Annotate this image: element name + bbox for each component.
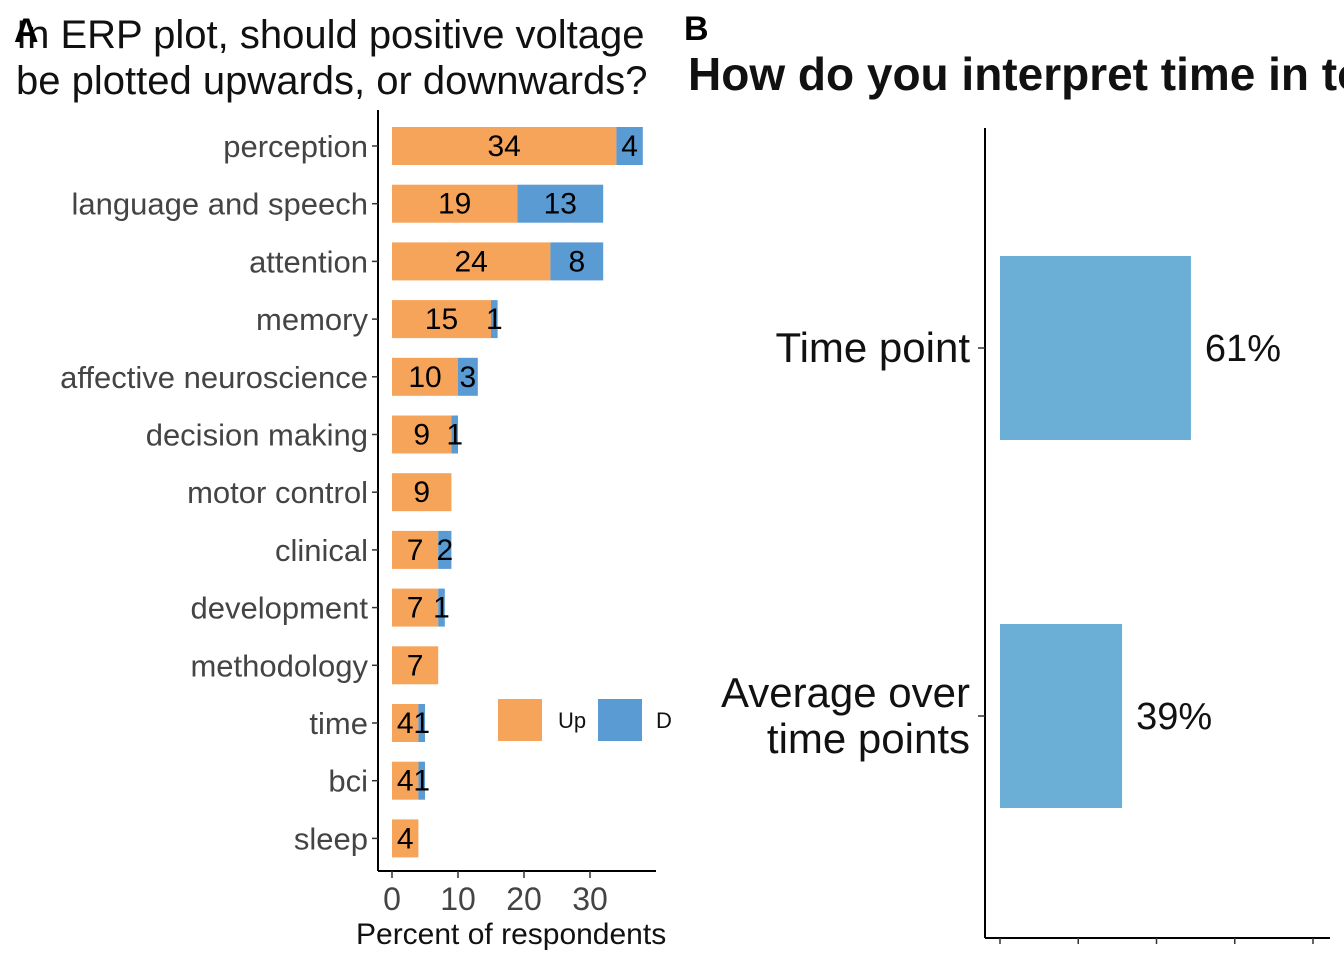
panel-a-x-ticks: 0 10 20 30 [383, 871, 608, 917]
bar-up-memory [392, 300, 491, 339]
value-label-time-point: 61% [1205, 328, 1281, 370]
bar-label-up-methodology: 7 [407, 649, 424, 682]
bar-average-over-time-points [1000, 624, 1123, 808]
panel-b-value-labels: 61% 39% [1136, 328, 1281, 738]
panel-a-tag: A [14, 12, 39, 50]
bar-up-bci [392, 761, 419, 800]
panel-a-axes [372, 110, 656, 872]
category-label-memory: memory [256, 302, 368, 337]
category-label-attention: attention [249, 244, 368, 279]
bar-down-development [438, 588, 445, 627]
bar-down-attention [550, 242, 604, 281]
bar-label-down-affective-neuroscience: 3 [460, 361, 477, 394]
bar-down-language-and-speech [517, 184, 604, 223]
panel-b-axes [978, 128, 1330, 944]
category-label-development: development [190, 591, 368, 626]
category-label-time-point: Time point [775, 324, 970, 371]
panel-a-legend: Up Down [498, 699, 712, 741]
x-tick-label-30: 30 [572, 881, 608, 917]
category-label-methodology: methodology [190, 648, 368, 683]
bar-up-perception [392, 127, 617, 165]
category-label-perception: perception [223, 129, 368, 164]
bar-down-memory [491, 300, 498, 339]
bar-label-up-bci: 4 [397, 765, 414, 798]
bar-label-down-memory: 1 [486, 303, 503, 336]
bar-label-up-language-and-speech: 19 [438, 188, 471, 221]
category-label-language-and-speech: language and speech [72, 187, 368, 222]
bar-label-down-bci: 1 [413, 765, 430, 798]
x-tick-label-0: 0 [383, 881, 401, 917]
bar-up-time [392, 704, 419, 742]
panel-b-title: How do you interpret time in topoplots? [688, 48, 1344, 100]
panel-a: In ERP plot, should positive voltage be … [14, 12, 712, 951]
bar-label-up-perception: 34 [488, 130, 521, 163]
bar-label-down-perception: 4 [621, 130, 638, 163]
bar-down-decision-making [451, 415, 458, 454]
bar-label-up-attention: 24 [455, 245, 488, 278]
panel-a-title-line-2: be plotted upwards, or downwards? [16, 59, 647, 103]
category-label-line: Time point [775, 324, 970, 371]
bar-label-up-decision-making: 9 [413, 419, 430, 452]
bar-label-up-memory: 15 [425, 303, 458, 336]
category-label-clinical: clinical [275, 533, 368, 568]
bar-label-down-attention: 8 [568, 245, 585, 278]
bar-up-methodology [392, 646, 439, 685]
bar-label-down-development: 1 [433, 592, 450, 625]
bar-up-affective-neuroscience [392, 357, 458, 396]
bar-up-attention [392, 242, 551, 281]
category-label-decision-making: decision making [146, 418, 368, 453]
bar-label-up-sleep: 4 [397, 822, 414, 855]
panel-b-category-labels: Time point Average over time points [721, 324, 970, 762]
bar-label-up-development: 7 [407, 592, 424, 625]
bar-up-language-and-speech [392, 184, 518, 223]
bar-label-down-clinical: 2 [436, 534, 453, 567]
bar-up-motor-control [392, 473, 452, 512]
panel-b: How do you interpret time in topoplots? … [684, 10, 1344, 944]
panel-a-x-axis-label: Percent of respondents [356, 918, 666, 951]
category-label-motor-control: motor control [187, 475, 368, 510]
x-tick-label-20: 20 [506, 881, 542, 917]
legend-down-swatch [598, 699, 642, 741]
bar-label-up-clinical: 7 [407, 534, 424, 567]
panel-b-bars [1000, 256, 1191, 808]
bar-label-down-time: 1 [413, 707, 430, 740]
category-label-bci: bci [328, 764, 368, 799]
value-label-average-over-time-points: 39% [1136, 696, 1212, 738]
legend-up-label: Up [558, 708, 586, 733]
bar-label-up-affective-neuroscience: 10 [408, 361, 441, 394]
category-label-sleep: sleep [294, 821, 368, 856]
legend-up-swatch [498, 699, 542, 741]
bar-label-up-time: 4 [397, 707, 414, 740]
category-label-line: Average over [721, 669, 970, 716]
panel-a-category-labels: perception language and speech attention me… [60, 129, 368, 856]
panel-a-title-line-1: In ERP plot, should positive voltage [16, 13, 645, 57]
bar-up-decision-making [392, 415, 452, 454]
category-label-line: time points [767, 715, 970, 762]
bar-up-sleep [392, 819, 419, 858]
bar-label-up-motor-control: 9 [413, 476, 430, 509]
bar-down-clinical [438, 530, 452, 569]
legend-down-label: Down [656, 708, 712, 733]
category-label-average-over-time-points: Average over time points [721, 669, 970, 762]
bar-down-time [418, 704, 425, 742]
bar-down-bci [418, 761, 425, 800]
bar-label-down-decision-making: 1 [446, 419, 463, 452]
x-tick-label-10: 10 [440, 881, 476, 917]
bar-up-development [392, 588, 439, 627]
bar-down-perception [616, 127, 643, 165]
bar-down-affective-neuroscience [458, 357, 478, 396]
panel-a-bars [392, 127, 643, 858]
bar-label-down-language-and-speech: 13 [544, 188, 577, 221]
bar-up-clinical [392, 530, 439, 569]
category-label-time: time [309, 706, 368, 741]
bar-time-point [1000, 256, 1191, 440]
category-label-affective-neuroscience: affective neuroscience [60, 360, 368, 395]
panel-b-tag: B [684, 10, 709, 48]
